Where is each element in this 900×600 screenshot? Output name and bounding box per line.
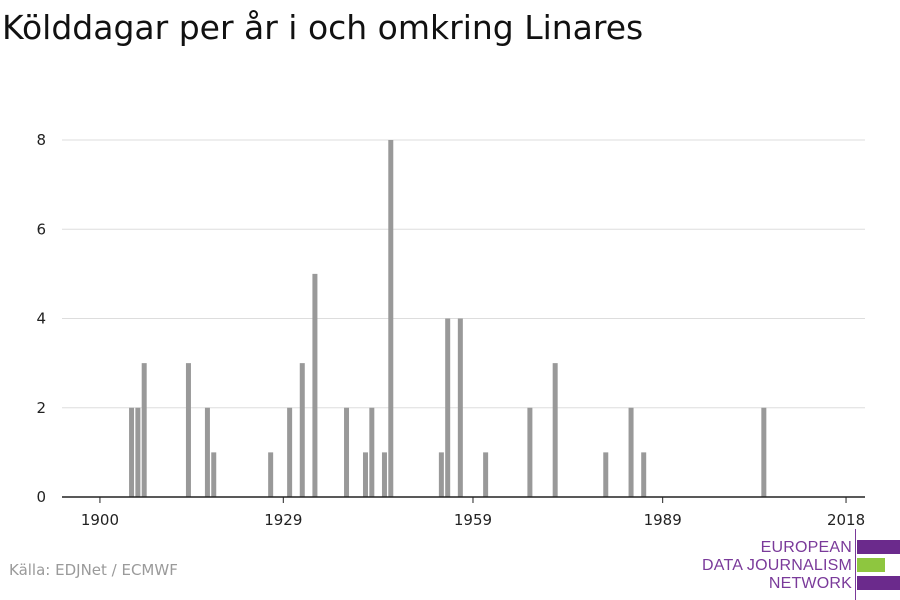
bar-1945 xyxy=(381,452,387,497)
x-tick-label: 1900 xyxy=(81,511,119,529)
x-tick-label: 1929 xyxy=(264,511,302,529)
logo-bar-green xyxy=(857,558,885,572)
logo-line-3: NETWORK xyxy=(768,575,852,592)
bars xyxy=(129,140,767,497)
gridlines xyxy=(62,139,865,409)
bar-1955 xyxy=(445,318,451,497)
bar-1961 xyxy=(483,452,489,497)
logo-line-1: EUROPEAN xyxy=(760,539,852,556)
bar-1927 xyxy=(268,452,274,497)
logo-bar-purple-bottom xyxy=(857,576,900,590)
y-tick-labels: 0 2 4 6 8 xyxy=(36,131,46,506)
logo-bar-purple-top xyxy=(857,540,900,554)
y-tick-label: 2 xyxy=(36,399,46,417)
edjnet-logo: EUROPEAN DATA JOURNALISM NETWORK xyxy=(700,527,900,600)
x-tick-label: 1959 xyxy=(454,511,492,529)
bar-1984 xyxy=(628,407,634,497)
bar-1918 xyxy=(211,452,217,497)
x-tick-label: 1989 xyxy=(644,511,682,529)
bar-1917 xyxy=(204,407,210,497)
bar-1954 xyxy=(438,452,444,497)
x-tick-label: 2018 xyxy=(827,511,865,529)
bar-1930 xyxy=(287,407,293,497)
bar-1968 xyxy=(527,407,533,497)
logo-divider xyxy=(855,529,856,600)
bar-1980 xyxy=(603,452,609,497)
y-tick-label: 0 xyxy=(36,488,46,506)
bar-1907 xyxy=(141,363,147,497)
bar-1957 xyxy=(457,318,463,497)
logo-line-2: DATA JOURNALISM xyxy=(702,557,852,574)
chart-title: Kölddagar per år i och omkring Linares xyxy=(2,8,644,47)
x-tick-labels: 1900 1929 1959 1989 2018 xyxy=(81,497,865,529)
bar-2005 xyxy=(761,407,767,497)
y-tick-label: 8 xyxy=(36,131,46,149)
bar-1939 xyxy=(344,407,350,497)
bar-1943 xyxy=(369,407,375,497)
source-note: Källa: EDJNet / ECMWF xyxy=(9,561,178,579)
bar-1972 xyxy=(552,363,558,497)
bar-1942 xyxy=(362,452,368,497)
bar-1914 xyxy=(185,363,191,497)
y-tick-label: 6 xyxy=(36,220,46,238)
bar-1932 xyxy=(299,363,305,497)
bar-1986 xyxy=(641,452,647,497)
bar-1905 xyxy=(129,407,135,497)
y-tick-label: 4 xyxy=(36,310,46,328)
bar-1946 xyxy=(388,140,394,497)
bar-1934 xyxy=(312,273,318,497)
bar-1906 xyxy=(135,407,141,497)
